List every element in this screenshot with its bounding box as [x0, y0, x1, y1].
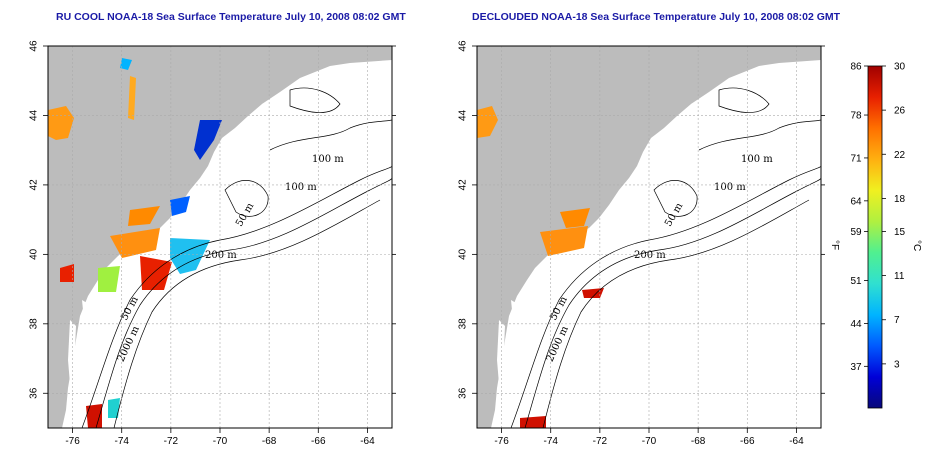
- left-map: 100 m 100 m 50 m 200 m 50 m 2000 m -76 -7…: [29, 40, 396, 447]
- colorbar-fahrenheit-label: 44: [850, 319, 862, 330]
- right-x-tick-label: -68: [691, 436, 706, 447]
- colorbar-celsius-label: 18: [894, 194, 906, 205]
- colorbar-celsius-label: 30: [894, 62, 906, 73]
- left-y-tick-label: 38: [29, 318, 40, 330]
- left-sst-patch: [60, 264, 74, 282]
- right-sst-patch: [582, 288, 604, 298]
- left-sst-patch: [128, 206, 160, 226]
- right-y-tick-label: 44: [458, 109, 469, 121]
- right-y-tick-label: 36: [458, 387, 469, 399]
- left-y-tick-label: 44: [29, 109, 40, 121]
- left-sst-patch: [108, 398, 120, 418]
- left-x-tick-label: -76: [65, 436, 80, 447]
- colorbar-unit-fahrenheit: °F: [829, 240, 840, 250]
- right-delaware-bay: [511, 300, 521, 330]
- right-land: [477, 46, 821, 428]
- right-y-tick-label: 42: [458, 179, 469, 191]
- left-contour-label: 100 m: [285, 182, 317, 193]
- left-y-tick-label: 36: [29, 387, 40, 399]
- colorbar-fahrenheit-label: 64: [850, 196, 862, 207]
- colorbar-celsius-label: 22: [894, 150, 906, 161]
- right-y-tick-label: 40: [458, 248, 469, 260]
- left-chesapeake: [68, 320, 76, 384]
- colorbar-fahrenheit-label: 86: [850, 62, 862, 73]
- right-contour-label: 200 m: [634, 250, 666, 261]
- left-x-tick-label: -72: [164, 436, 179, 447]
- colorbar-unit-celsius: °C: [911, 240, 922, 251]
- right-panel-title: DECLOUDED NOAA-18 Sea Surface Temperatur…: [472, 11, 841, 23]
- left-y-tick-label: 46: [29, 40, 40, 52]
- left-sst-patch: [48, 106, 74, 140]
- right-contours: [510, 87, 821, 428]
- right-x-tick-label: -66: [740, 436, 755, 447]
- left-x-tick-label: -64: [360, 436, 375, 447]
- right-y-tick-label: 46: [458, 40, 469, 52]
- right-ticks: -76 -74 -72 -70 -68 -66 -64 36 38 40 42 44 46: [458, 40, 825, 447]
- colorbar-celsius-label: 26: [894, 106, 906, 117]
- left-cape-cod: [200, 178, 222, 204]
- right-map: 100 m 100 m 50 m 200 m 50 m 2000 m -76 -7…: [458, 40, 825, 447]
- left-land: [48, 46, 392, 428]
- left-sst-patch: [140, 256, 172, 290]
- colorbar-fahrenheit-label: 71: [850, 153, 862, 164]
- right-contour-label: 100 m: [741, 154, 773, 165]
- right-x-tick-label: -64: [789, 436, 804, 447]
- colorbar-celsius-label: 11: [894, 271, 905, 282]
- colorbar-celsius-label: 7: [894, 315, 900, 326]
- right-chesapeake: [497, 320, 505, 384]
- left-delaware-bay: [82, 300, 92, 330]
- colorbar-ramp: [867, 65, 883, 409]
- right-x-tick-label: -70: [642, 436, 657, 447]
- colorbar-fahrenheit-label: 78: [850, 111, 862, 122]
- left-ticks: -76 -74 -72 -70 -68 -66 -64 36 38 40 42 44 46: [29, 40, 396, 447]
- right-y-tick-label: 38: [458, 318, 469, 330]
- left-sst-patch: [128, 76, 136, 120]
- right-x-tick-label: -76: [494, 436, 509, 447]
- colorbar: 30 26 22 18 15 11 7 3 86 78 71 64 59 51 44 37 °F °C: [829, 62, 922, 409]
- right-x-tick-label: -72: [593, 436, 608, 447]
- colorbar-celsius-label: 15: [894, 227, 906, 238]
- right-sst-patch: [560, 208, 590, 228]
- left-sst-patch: [98, 266, 120, 292]
- left-y-tick-label: 40: [29, 248, 40, 260]
- left-sst-patch: [110, 228, 160, 258]
- left-contour-label: 200 m: [205, 250, 237, 261]
- left-contours: [81, 87, 392, 428]
- left-x-tick-label: -74: [114, 436, 129, 447]
- right-cape-cod: [629, 178, 651, 204]
- left-contour-label: 100 m: [312, 154, 344, 165]
- colorbar-labels: 30 26 22 18 15 11 7 3 86 78 71 64 59 51 44 37: [850, 62, 905, 373]
- left-panel-title: RU COOL NOAA-18 Sea Surface Temperature …: [56, 11, 406, 23]
- left-y-tick-label: 42: [29, 179, 40, 191]
- right-sst-patch: [540, 226, 588, 256]
- right-sst-patch: [477, 106, 498, 138]
- right-contour-label: 100 m: [714, 182, 746, 193]
- left-sst-patch: [170, 196, 190, 216]
- left-sst-patch: [170, 238, 210, 274]
- colorbar-fahrenheit-label: 59: [850, 227, 862, 238]
- left-x-tick-label: -68: [262, 436, 277, 447]
- right-sst-patch: [520, 416, 546, 428]
- left-sst-patch: [120, 58, 132, 70]
- colorbar-fahrenheit-label: 51: [850, 276, 862, 287]
- left-sst-patch: [194, 120, 222, 160]
- right-x-tick-label: -74: [543, 436, 558, 447]
- colorbar-fahrenheit-label: 37: [850, 362, 862, 373]
- colorbar-celsius-label: 3: [894, 359, 900, 370]
- left-x-tick-label: -70: [213, 436, 228, 447]
- left-x-tick-label: -66: [311, 436, 326, 447]
